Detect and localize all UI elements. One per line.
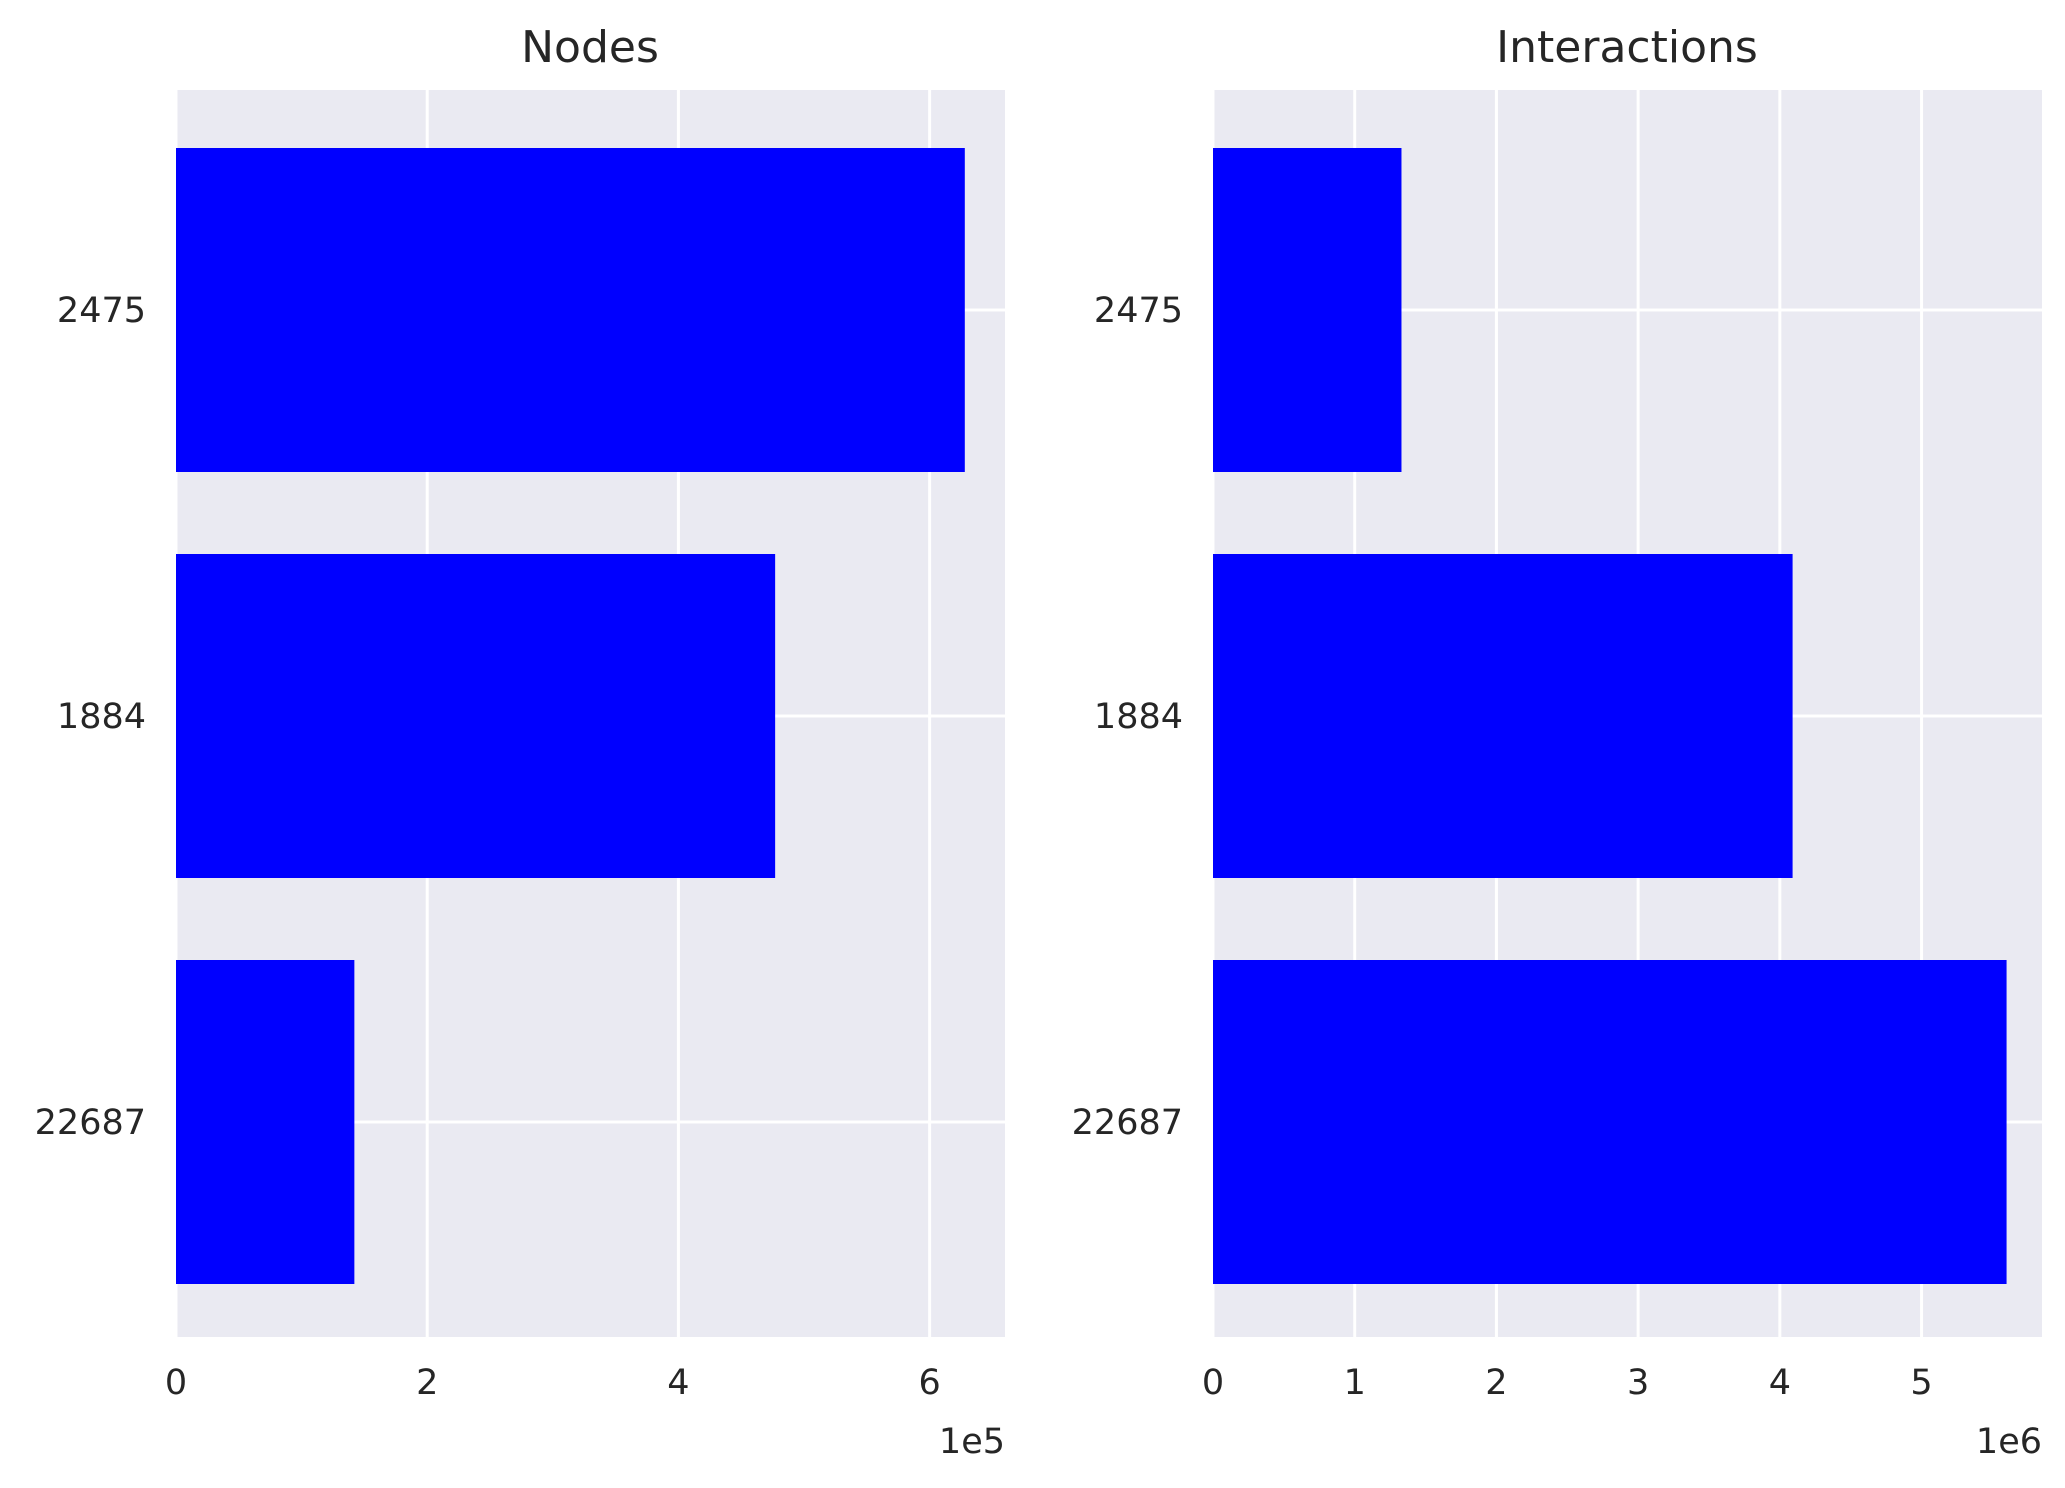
nodes-panel: Nodes 2475 1884 22687 0 2 4 6 1e5 — [35, 22, 1005, 1462]
nodes-y-tick-labels: 2475 1884 22687 — [35, 291, 146, 1143]
interactions-x-tick-label: 1 — [1344, 1363, 1366, 1403]
nodes-bar-2475 — [176, 148, 965, 472]
interactions-x-tick-label: 2 — [1485, 1363, 1507, 1403]
nodes-bar-1884 — [176, 554, 776, 878]
interactions-x-tick-label: 5 — [1910, 1363, 1932, 1403]
interactions-x-tick-label: 3 — [1627, 1363, 1649, 1403]
nodes-bars — [176, 148, 965, 1284]
nodes-x-tick-label: 2 — [416, 1363, 438, 1403]
interactions-x-tick-labels: 0 1 2 3 4 5 — [1202, 1363, 1933, 1403]
interactions-bar-1884 — [1213, 554, 1793, 878]
interactions-title: Interactions — [1496, 22, 1758, 73]
interactions-y-tick-label: 22687 — [1072, 1103, 1183, 1143]
interactions-y-tick-labels: 2475 1884 22687 — [1072, 291, 1183, 1143]
nodes-x-tick-label: 6 — [918, 1363, 940, 1403]
interactions-bars — [1213, 148, 2007, 1284]
nodes-x-tick-label: 0 — [165, 1363, 187, 1403]
nodes-y-tick-label: 1884 — [57, 697, 146, 737]
interactions-panel: Interactions 2475 1884 22687 0 1 2 3 4 5 1e6 — [1072, 22, 2042, 1462]
nodes-y-tick-label: 2475 — [57, 291, 146, 331]
nodes-title: Nodes — [521, 22, 659, 73]
nodes-y-tick-label: 22687 — [35, 1103, 146, 1143]
nodes-x-tick-labels: 0 2 4 6 — [165, 1363, 941, 1403]
nodes-x-scale-label: 1e5 — [939, 1422, 1005, 1462]
interactions-x-tick-label: 0 — [1202, 1363, 1224, 1403]
interactions-x-scale-label: 1e6 — [1976, 1422, 2042, 1462]
interactions-y-tick-label: 1884 — [1094, 697, 1183, 737]
interactions-x-tick-label: 4 — [1769, 1363, 1791, 1403]
interactions-bar-2475 — [1213, 148, 1402, 472]
interactions-y-tick-label: 2475 — [1094, 291, 1183, 331]
nodes-bar-22687 — [176, 960, 355, 1284]
interactions-bar-22687 — [1213, 960, 2007, 1284]
nodes-x-tick-label: 4 — [667, 1363, 689, 1403]
